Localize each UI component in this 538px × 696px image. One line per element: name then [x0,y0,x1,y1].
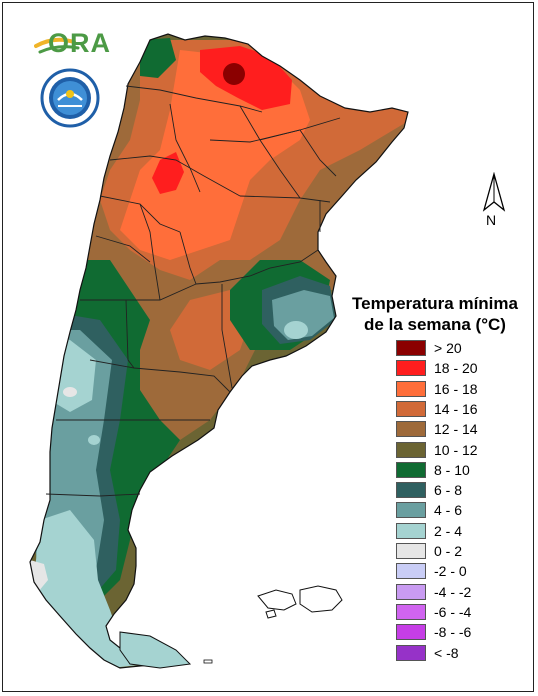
legend-label: 12 - 14 [434,421,478,437]
legend-item: -4 - -2 [396,584,536,602]
legend-item: 10 - 12 [396,442,536,460]
legend-label: -6 - -4 [434,604,472,620]
legend-title: Temperatura mínima de la semana (°C) [342,293,528,335]
legend-item: 16 - 18 [396,381,536,399]
legend-swatch [396,462,426,478]
legend-swatch [396,543,426,559]
legend-swatch [396,563,426,579]
legend-label: -4 - -2 [434,584,472,600]
legend-item: -2 - 0 [396,563,536,581]
legend-swatch [396,360,426,376]
legend-label: < -8 [434,645,459,661]
legend-label: 16 - 18 [434,381,478,397]
legend-item: 14 - 16 [396,401,536,419]
legend-label: 4 - 6 [434,502,463,518]
legend-swatch [396,604,426,620]
legend-label: 14 - 16 [434,401,478,417]
ora-logo: ORA [34,22,111,60]
legend-label: 2 - 4 [434,523,463,539]
smn-seal-icon [40,68,100,128]
legend-item: 2 - 4 [396,523,536,541]
legend-label: -2 - 0 [434,563,467,579]
legend-swatch [396,584,426,600]
legend-swatch [396,421,426,437]
legend-swatch [396,401,426,417]
ora-swoosh-icon [34,37,80,54]
legend-swatch [396,645,426,661]
legend-swatch [396,482,426,498]
legend-item: 12 - 14 [396,421,536,439]
legend-label: 6 - 8 [434,482,463,498]
legend-label: -8 - -6 [434,624,472,640]
legend-label: 18 - 20 [434,360,478,376]
legend-item: -8 - -6 [396,624,536,642]
legend-label: 0 - 2 [434,543,463,559]
legend-swatch [396,381,426,397]
ora-logo-text: ORA [48,28,111,58]
legend-item: 8 - 10 [396,462,536,480]
legend-item: 6 - 8 [396,482,536,500]
legend-title-line1: Temperatura mínima [352,294,518,313]
legend-item: < -8 [396,645,536,663]
legend-swatch [396,442,426,458]
legend-item: 4 - 6 [396,502,536,520]
legend-swatch [396,523,426,539]
legend-item: 0 - 2 [396,543,536,561]
north-label: N [486,212,497,228]
north-arrow-icon [482,172,506,212]
legend-swatch [396,502,426,518]
legend-item: > 20 [396,340,536,358]
legend-swatch [396,340,426,356]
legend-label: > 20 [434,340,462,356]
legend-item: -6 - -4 [396,604,536,622]
legend-swatch [396,624,426,640]
legend-label: 10 - 12 [434,442,478,458]
legend-title-line2: de la semana (°C) [364,315,506,334]
legend-label: 8 - 10 [434,462,470,478]
legend-item: 18 - 20 [396,360,536,378]
